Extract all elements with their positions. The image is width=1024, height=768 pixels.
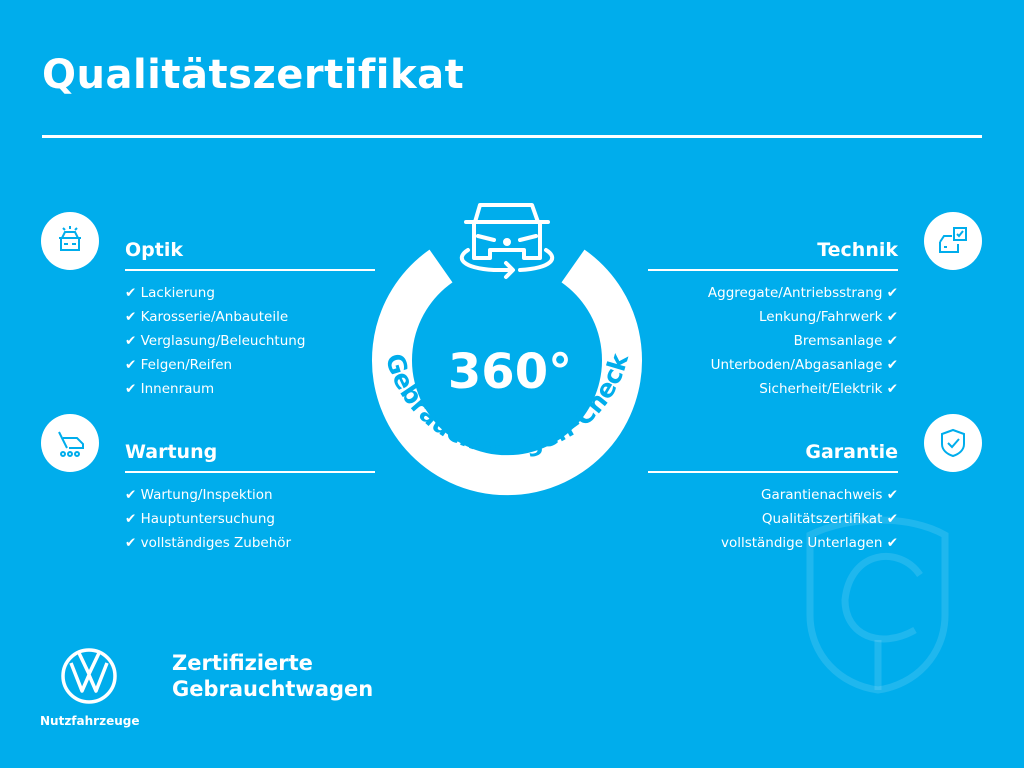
360-label: 360° [448,344,572,400]
list-item: ✔ Lackierung [125,285,215,301]
car-lights-icon [41,212,99,270]
list-item: Qualitätszertifikat ✔ [761,511,898,527]
list-item: Bremsanlage ✔ [793,333,898,349]
brand-subtitle: Nutzfahrzeuge [40,714,140,728]
section-title: Optik [125,239,183,261]
list-item: ✔ Felgen/Reifen [125,357,233,373]
list-item: Unterboden/Abgasanlage ✔ [710,357,898,373]
section-title: Garantie [805,441,898,463]
check-icon: ✔ [125,333,137,349]
check-icon: ✔ [125,511,137,527]
list-item: Aggregate/Antriebsstrang ✔ [707,285,898,301]
list-item: Lenkung/Fahrwerk ✔ [758,309,898,325]
section-divider [125,269,375,271]
section-title: Wartung [125,441,218,463]
check-icon: ✔ [886,381,898,397]
vw-logo [61,648,117,704]
list-item: ✔ Karosserie/Anbauteile [125,309,289,325]
page-title: Qualitätszertifikat [42,52,465,98]
brand-line-2: Gebrauchtwagen [172,677,374,701]
check-icon: ✔ [125,309,137,325]
check-icon: ✔ [886,333,898,349]
watermark-shield-icon [806,516,949,694]
check-icon: ✔ [886,535,898,551]
section-title: Technik [817,239,898,261]
list-item: ✔ Hauptuntersuchung [125,511,275,527]
list-item: ✔ Wartung/Inspektion [125,487,273,503]
shield-check-icon [924,414,982,472]
section-optik: Optik ✔ Lackierung ✔ Karosserie/Anbautei… [125,237,375,401]
section-divider [125,471,375,473]
wrench-van-icon [41,414,99,472]
section-garantie: Garantie Garantienachweis ✔ Qualitätszer… [648,439,898,555]
list-item: vollständige Unterlagen ✔ [720,535,898,551]
check-icon: ✔ [125,487,137,503]
brand-text: Zertifizierte Gebrauchtwagen [172,650,373,702]
list-item: Sicherheit/Elektrik ✔ [759,381,898,397]
check-icon: ✔ [886,511,898,527]
list-item: ✔ vollständiges Zubehör [125,535,292,551]
list-item: ✔ Innenraum [125,381,215,397]
check-icon: ✔ [886,487,898,503]
car-rotate-icon [460,203,554,279]
section-technik: Technik Aggregate/Antriebsstrang ✔ Lenku… [648,237,898,401]
brand-line-1: Zertifizierte [172,651,313,675]
check-icon: ✔ [886,357,898,373]
check-icon: ✔ [125,381,137,397]
car-checklist-icon [924,212,982,270]
list-item: Garantienachweis ✔ [760,487,898,503]
ring-arc [372,249,642,496]
list-item: ✔ Verglasung/Beleuchtung [125,333,306,349]
section-divider [648,471,898,473]
title-divider [42,135,982,138]
check-icon: ✔ [886,285,898,301]
check-icon: ✔ [886,309,898,325]
check-icon: ✔ [125,535,137,551]
check-icon: ✔ [125,285,137,301]
check-icon: ✔ [125,357,137,373]
section-divider [648,269,898,271]
section-wartung: Wartung ✔ Wartung/Inspektion ✔ Hauptunte… [125,439,375,555]
